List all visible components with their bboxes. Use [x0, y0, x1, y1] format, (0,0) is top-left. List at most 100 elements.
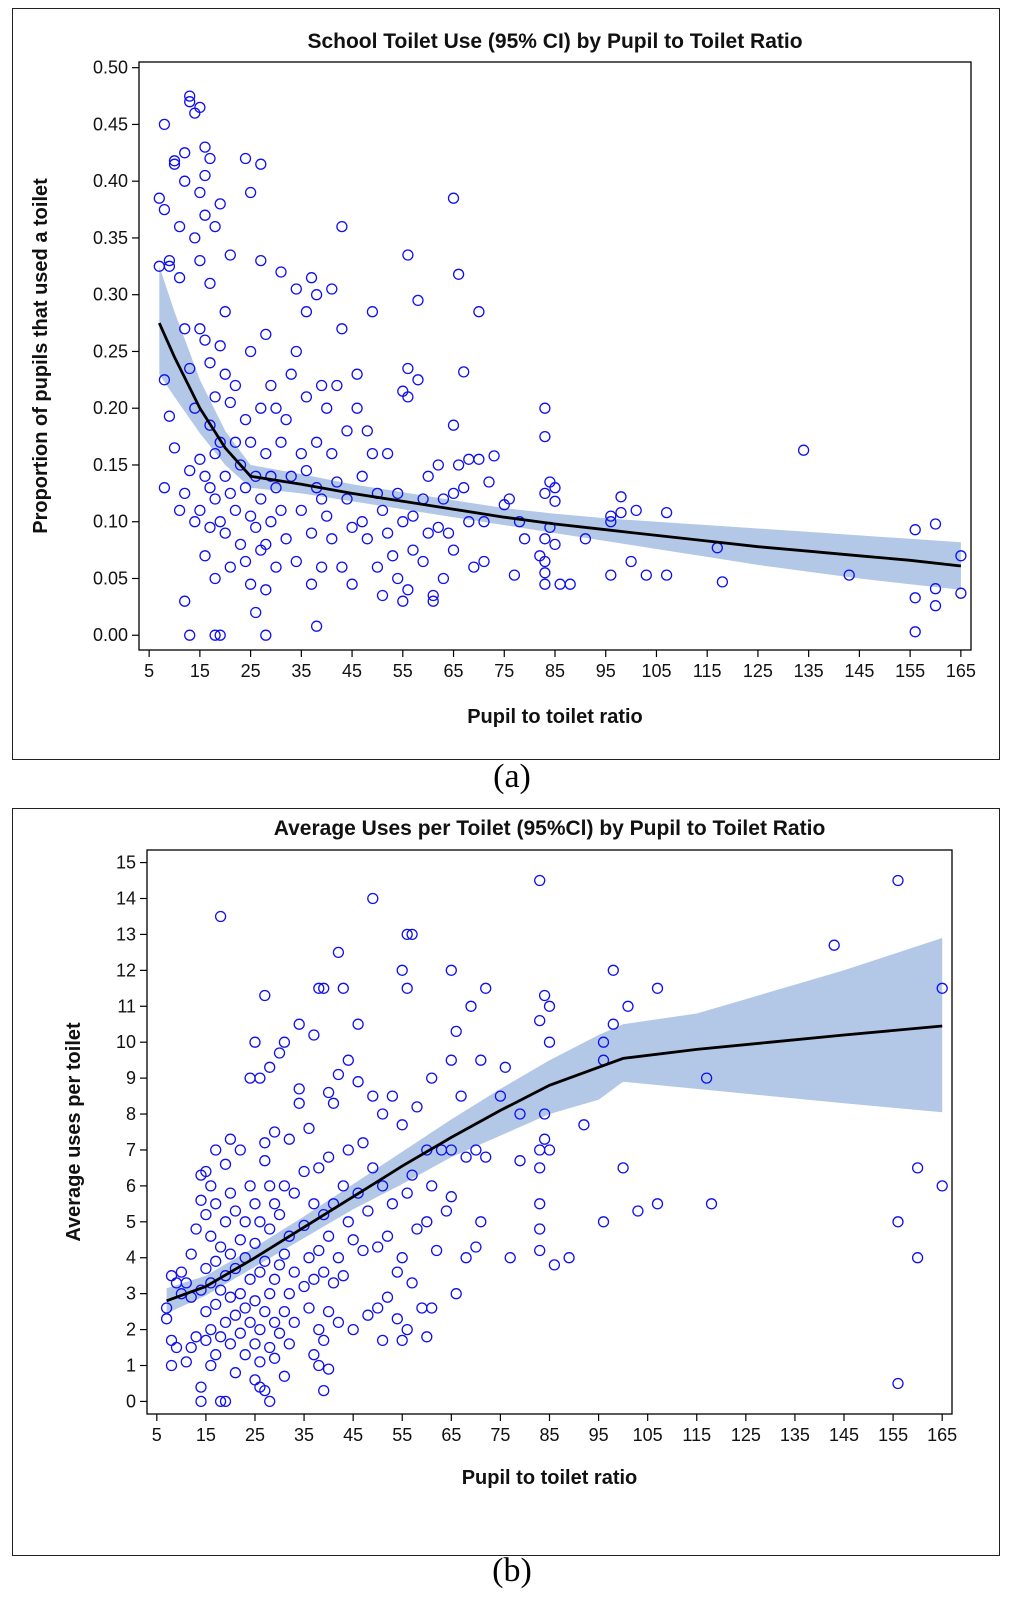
data-point — [305, 578, 318, 590]
data-point — [332, 1068, 345, 1081]
data-point — [204, 521, 216, 534]
data-point — [184, 362, 196, 375]
y-tick-label: 3 — [126, 1284, 136, 1304]
data-point — [273, 1327, 286, 1339]
data-point — [321, 510, 333, 522]
data-point — [195, 1381, 207, 1393]
data-point — [184, 629, 196, 641]
data-point — [204, 152, 216, 165]
data-point — [514, 1108, 526, 1120]
data-point — [326, 283, 338, 295]
data-point — [285, 368, 297, 380]
x-tick-label: 95 — [589, 1425, 609, 1445]
data-point — [219, 306, 231, 318]
data-point — [259, 989, 271, 1002]
data-point — [265, 516, 277, 528]
confidence-band — [159, 266, 961, 590]
data-point — [336, 561, 348, 573]
x-tick-label: 35 — [291, 661, 311, 681]
x-tick-label: 35 — [294, 1425, 314, 1445]
y-tick-label: 11 — [117, 996, 136, 1016]
data-point — [199, 334, 211, 346]
data-point — [264, 1395, 276, 1408]
data-point — [244, 345, 257, 358]
data-point — [244, 186, 257, 199]
data-point — [254, 1072, 266, 1084]
data-point — [219, 1316, 232, 1329]
data-point — [313, 1244, 325, 1257]
data-point — [244, 510, 257, 522]
data-point — [264, 1061, 276, 1073]
data-point — [254, 1216, 266, 1228]
data-point — [460, 1151, 472, 1163]
data-point — [254, 1323, 266, 1336]
data-point — [909, 524, 921, 536]
data-point — [163, 410, 176, 422]
data-point — [371, 561, 384, 573]
data-point — [597, 1216, 610, 1228]
data-point — [239, 1302, 251, 1314]
data-point — [249, 1295, 261, 1307]
data-point — [265, 470, 277, 482]
data-point — [539, 487, 551, 500]
y-tick-label: 5 — [126, 1212, 136, 1232]
data-point — [397, 516, 409, 528]
data-point — [605, 516, 617, 528]
data-point — [293, 1083, 305, 1095]
data-point — [386, 1198, 399, 1210]
data-point — [160, 1302, 173, 1314]
data-point — [892, 1377, 904, 1390]
data-point — [955, 550, 967, 562]
data-point — [204, 482, 216, 494]
data-point — [313, 982, 325, 994]
data-point — [331, 379, 343, 392]
data-point — [430, 1244, 443, 1257]
data-point — [239, 482, 252, 494]
data-point — [422, 527, 434, 539]
data-point — [387, 550, 399, 562]
data-point — [617, 1162, 629, 1174]
data-point — [315, 561, 328, 573]
data-point — [605, 569, 617, 581]
y-tick-label: 2 — [126, 1320, 136, 1340]
x-tick-label: 165 — [946, 661, 976, 681]
x-tick-label: 135 — [780, 1425, 810, 1445]
data-point — [440, 1205, 453, 1217]
data-point — [244, 436, 257, 448]
data-point — [249, 1338, 261, 1350]
data-point — [168, 158, 181, 170]
data-point — [259, 1305, 271, 1318]
data-point — [651, 982, 664, 994]
data-point — [165, 1270, 178, 1282]
data-point — [475, 1054, 487, 1066]
y-tick-label: 13 — [116, 924, 136, 944]
data-point — [185, 1341, 197, 1354]
data-point — [270, 402, 282, 414]
data-point — [179, 147, 191, 159]
data-point — [260, 629, 272, 641]
data-point — [313, 1162, 325, 1174]
data-point — [214, 910, 227, 923]
x-tick-label: 115 — [693, 661, 722, 681]
data-point — [205, 1180, 217, 1192]
data-point — [300, 464, 313, 477]
data-point — [170, 1341, 183, 1354]
data-point — [214, 629, 226, 641]
x-tick-label: 145 — [844, 661, 874, 681]
data-point — [407, 544, 419, 556]
y-tick-label: 0.35 — [93, 228, 128, 248]
data-point — [396, 1119, 408, 1131]
data-point — [179, 487, 191, 500]
x-tick-label: 95 — [596, 661, 616, 681]
fit-line — [166, 1024, 943, 1303]
data-point — [376, 1108, 389, 1120]
data-point — [909, 626, 921, 638]
x-tick-label: 15 — [190, 661, 210, 681]
data-point — [283, 1338, 295, 1350]
data-point — [538, 989, 551, 1002]
data-point — [189, 516, 201, 528]
data-point — [260, 328, 272, 341]
data-point — [259, 1255, 271, 1267]
data-point — [239, 152, 252, 165]
data-point — [264, 1288, 276, 1300]
